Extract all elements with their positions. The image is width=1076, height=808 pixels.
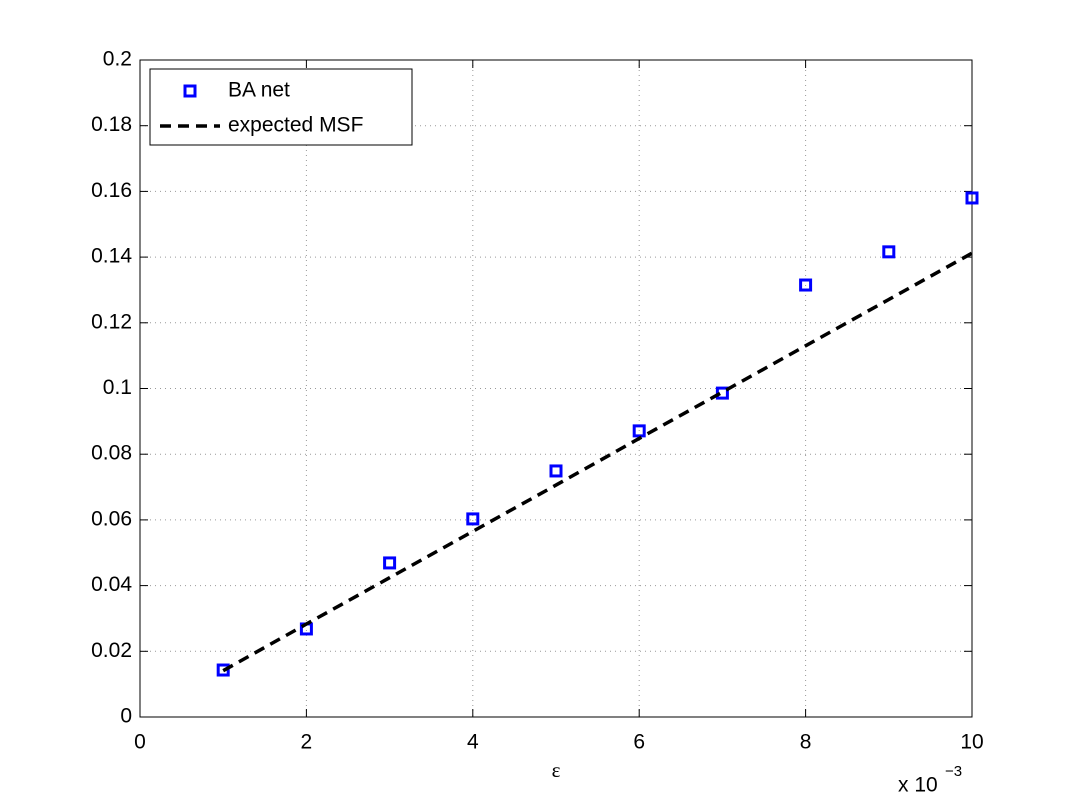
y-tick-label: 0.08 xyxy=(91,442,132,465)
data-point xyxy=(799,278,813,292)
x-tick-label: 0 xyxy=(134,731,146,754)
x-tick-label: 2 xyxy=(301,731,313,754)
x-tick-label: 6 xyxy=(633,731,645,754)
y-tick-label: 0.12 xyxy=(91,310,132,333)
y-tick-label: 0.1 xyxy=(103,376,132,399)
y-tick-label: 0.16 xyxy=(91,179,132,202)
y-tick-label: 0.2 xyxy=(103,48,132,71)
data-point xyxy=(383,556,397,570)
x-tick-label: 10 xyxy=(960,731,983,754)
data-point xyxy=(466,512,480,526)
x-multiplier-exponent: −3 xyxy=(945,763,962,780)
data-point xyxy=(882,245,896,259)
data-point xyxy=(965,191,979,205)
y-tick-label: 0.18 xyxy=(91,113,132,136)
data-point xyxy=(632,424,646,438)
data-point xyxy=(216,663,230,677)
legend-marker xyxy=(183,84,197,98)
legend-label: expected MSF xyxy=(228,114,363,137)
legend-box xyxy=(149,68,413,146)
data-point xyxy=(549,464,563,478)
x-axis-label: ε xyxy=(552,758,561,782)
x-tick-label: 8 xyxy=(800,731,812,754)
legend-label: BA net xyxy=(228,79,290,102)
x-multiplier: x 10 xyxy=(898,774,938,797)
y-tick-label: 0.06 xyxy=(91,507,132,530)
y-tick-label: 0.14 xyxy=(91,245,132,268)
x-tick-label: 4 xyxy=(467,731,479,754)
y-tick-label: 0.04 xyxy=(91,573,132,596)
y-tick-label: 0 xyxy=(120,705,132,728)
legend: BA net expected MSF xyxy=(149,68,413,146)
plot-frame xyxy=(139,59,973,718)
y-tick-label: 0.02 xyxy=(91,639,132,662)
